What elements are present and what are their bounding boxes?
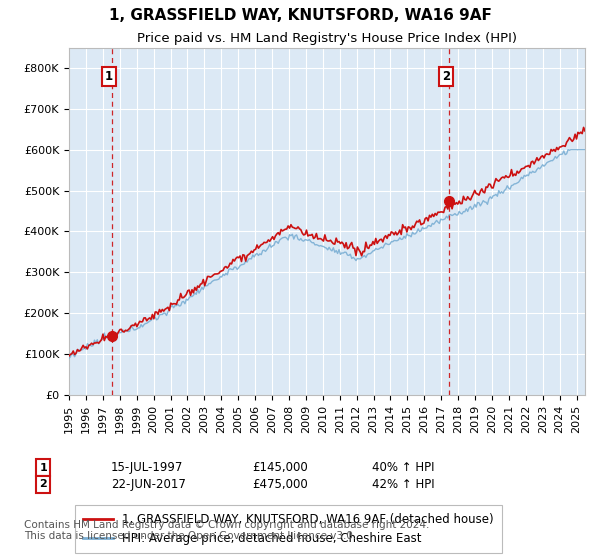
Text: 1: 1 [40,463,47,473]
Text: £145,000: £145,000 [252,461,308,474]
Text: 2: 2 [442,69,450,83]
Text: 40% ↑ HPI: 40% ↑ HPI [372,461,434,474]
Text: 42% ↑ HPI: 42% ↑ HPI [372,478,434,491]
Text: 1: 1 [104,69,113,83]
Text: 1, GRASSFIELD WAY, KNUTSFORD, WA16 9AF: 1, GRASSFIELD WAY, KNUTSFORD, WA16 9AF [109,8,491,24]
Text: Contains HM Land Registry data © Crown copyright and database right 2024.
This d: Contains HM Land Registry data © Crown c… [24,520,430,542]
Text: 2: 2 [40,479,47,489]
Legend: 1, GRASSFIELD WAY, KNUTSFORD, WA16 9AF (detached house), HPI: Average price, det: 1, GRASSFIELD WAY, KNUTSFORD, WA16 9AF (… [75,505,502,553]
Text: £475,000: £475,000 [252,478,308,491]
Title: Price paid vs. HM Land Registry's House Price Index (HPI): Price paid vs. HM Land Registry's House … [137,32,517,45]
Text: 15-JUL-1997: 15-JUL-1997 [111,461,184,474]
Text: 22-JUN-2017: 22-JUN-2017 [111,478,186,491]
